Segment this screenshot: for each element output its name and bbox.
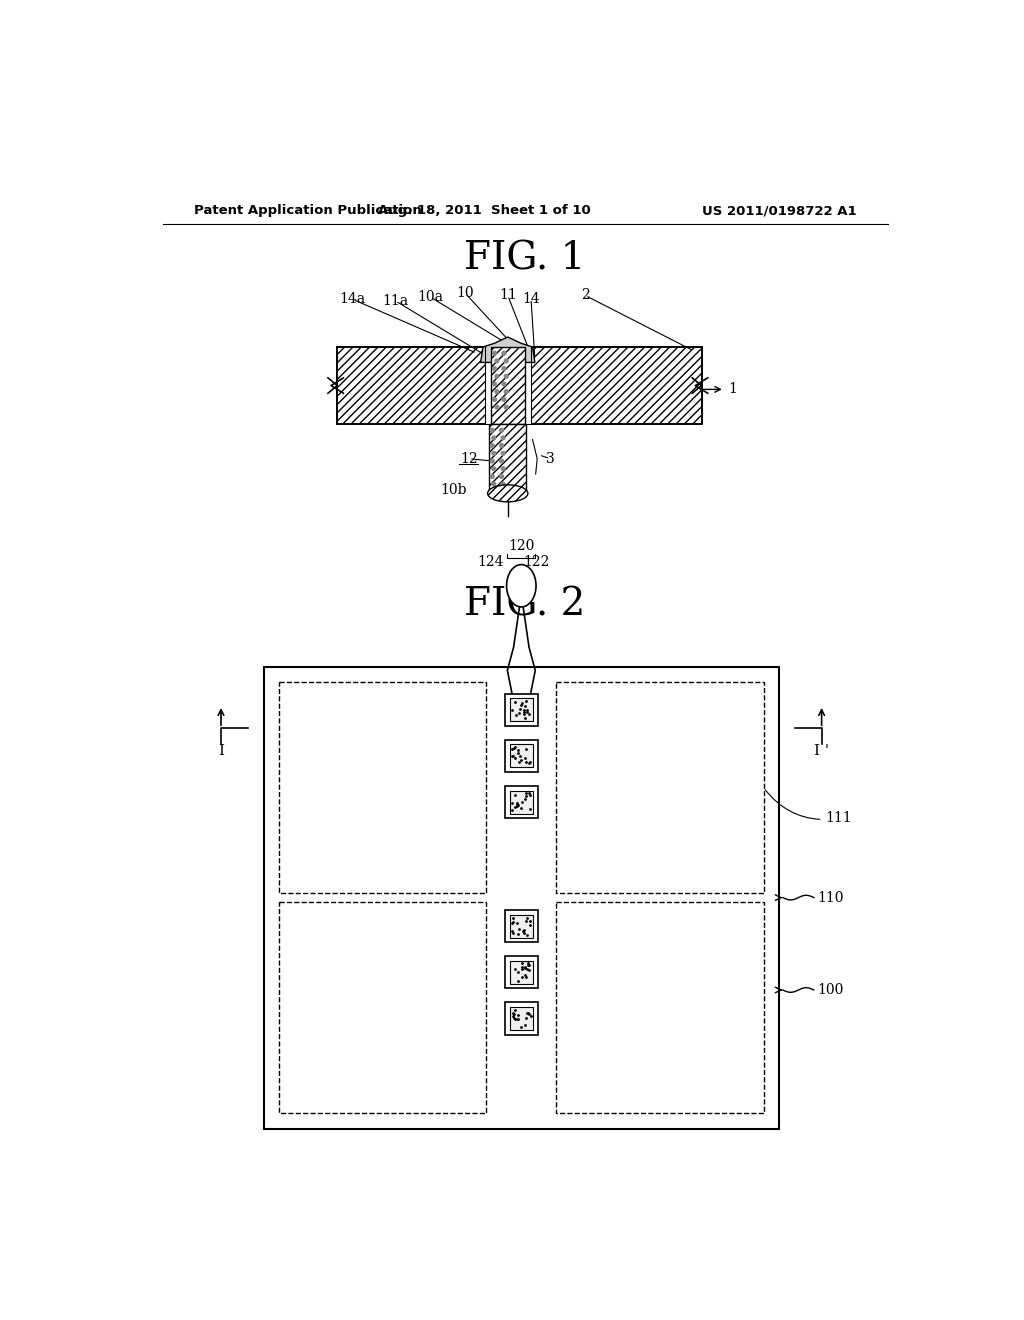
Polygon shape [480, 337, 535, 363]
Bar [556, 682, 764, 892]
Bar [280, 682, 486, 892]
Text: Aug. 18, 2011  Sheet 1 of 10: Aug. 18, 2011 Sheet 1 of 10 [378, 205, 591, 218]
Circle shape [501, 451, 505, 455]
Text: 3: 3 [546, 451, 555, 466]
Circle shape [495, 359, 499, 363]
Circle shape [495, 375, 499, 379]
Circle shape [500, 428, 504, 432]
Bar [505, 693, 538, 726]
Bar [556, 903, 764, 1113]
Circle shape [493, 397, 497, 401]
Circle shape [493, 367, 497, 371]
Bar [337, 347, 701, 424]
Circle shape [490, 428, 495, 432]
Text: 10a: 10a [417, 290, 443, 304]
Text: 122: 122 [523, 554, 550, 569]
Bar [510, 1007, 532, 1030]
Bar [490, 347, 524, 424]
Circle shape [492, 482, 496, 486]
Text: 110: 110 [818, 891, 844, 904]
Text: 111: 111 [765, 789, 852, 825]
Circle shape [490, 474, 495, 478]
Bar [510, 698, 532, 721]
Text: 10: 10 [457, 286, 474, 300]
Text: 11a: 11a [382, 294, 409, 308]
Bar [505, 956, 538, 989]
Circle shape [502, 351, 506, 355]
Bar [505, 785, 538, 818]
Text: FIG. 1: FIG. 1 [464, 240, 586, 277]
Bar [505, 739, 538, 772]
Bar [484, 347, 531, 424]
Text: 10b: 10b [440, 483, 467, 496]
Circle shape [502, 397, 506, 401]
Text: 14a: 14a [340, 292, 366, 306]
Circle shape [493, 381, 497, 385]
Text: Patent Application Publication: Patent Application Publication [194, 205, 422, 218]
Ellipse shape [487, 484, 528, 502]
Circle shape [504, 375, 508, 379]
Circle shape [500, 459, 504, 463]
Circle shape [501, 482, 505, 486]
Bar [489, 424, 526, 494]
Text: US 2011/0198722 A1: US 2011/0198722 A1 [701, 205, 856, 218]
Circle shape [490, 459, 495, 463]
Text: I ': I ' [814, 744, 829, 758]
Circle shape [500, 444, 504, 447]
Text: 120: 120 [508, 540, 535, 553]
Bar [280, 903, 486, 1113]
Bar [510, 961, 532, 983]
Text: 14: 14 [522, 292, 540, 305]
Bar [505, 1002, 538, 1035]
Text: 12: 12 [460, 451, 478, 466]
Circle shape [504, 359, 508, 363]
Ellipse shape [507, 565, 536, 607]
Bar [510, 791, 532, 813]
Circle shape [493, 351, 497, 355]
Bar [337, 347, 701, 424]
Bar [505, 909, 538, 942]
Circle shape [492, 436, 496, 440]
Circle shape [492, 467, 496, 471]
Circle shape [504, 405, 508, 409]
Text: 100: 100 [818, 983, 844, 997]
Text: 1: 1 [729, 383, 737, 396]
Circle shape [504, 389, 508, 393]
Bar [510, 915, 532, 937]
Circle shape [501, 467, 505, 471]
Circle shape [490, 444, 495, 447]
Circle shape [492, 451, 496, 455]
Text: 124: 124 [478, 554, 504, 569]
Circle shape [502, 381, 506, 385]
Circle shape [501, 436, 505, 440]
Text: 11: 11 [499, 289, 517, 302]
Circle shape [495, 405, 499, 409]
Text: 2: 2 [581, 289, 590, 302]
Text: FIG. 2: FIG. 2 [464, 586, 586, 623]
Text: I: I [218, 744, 224, 758]
Circle shape [502, 367, 506, 371]
Bar [510, 744, 532, 767]
Bar [263, 667, 779, 1129]
Circle shape [500, 474, 504, 478]
Circle shape [495, 389, 499, 393]
